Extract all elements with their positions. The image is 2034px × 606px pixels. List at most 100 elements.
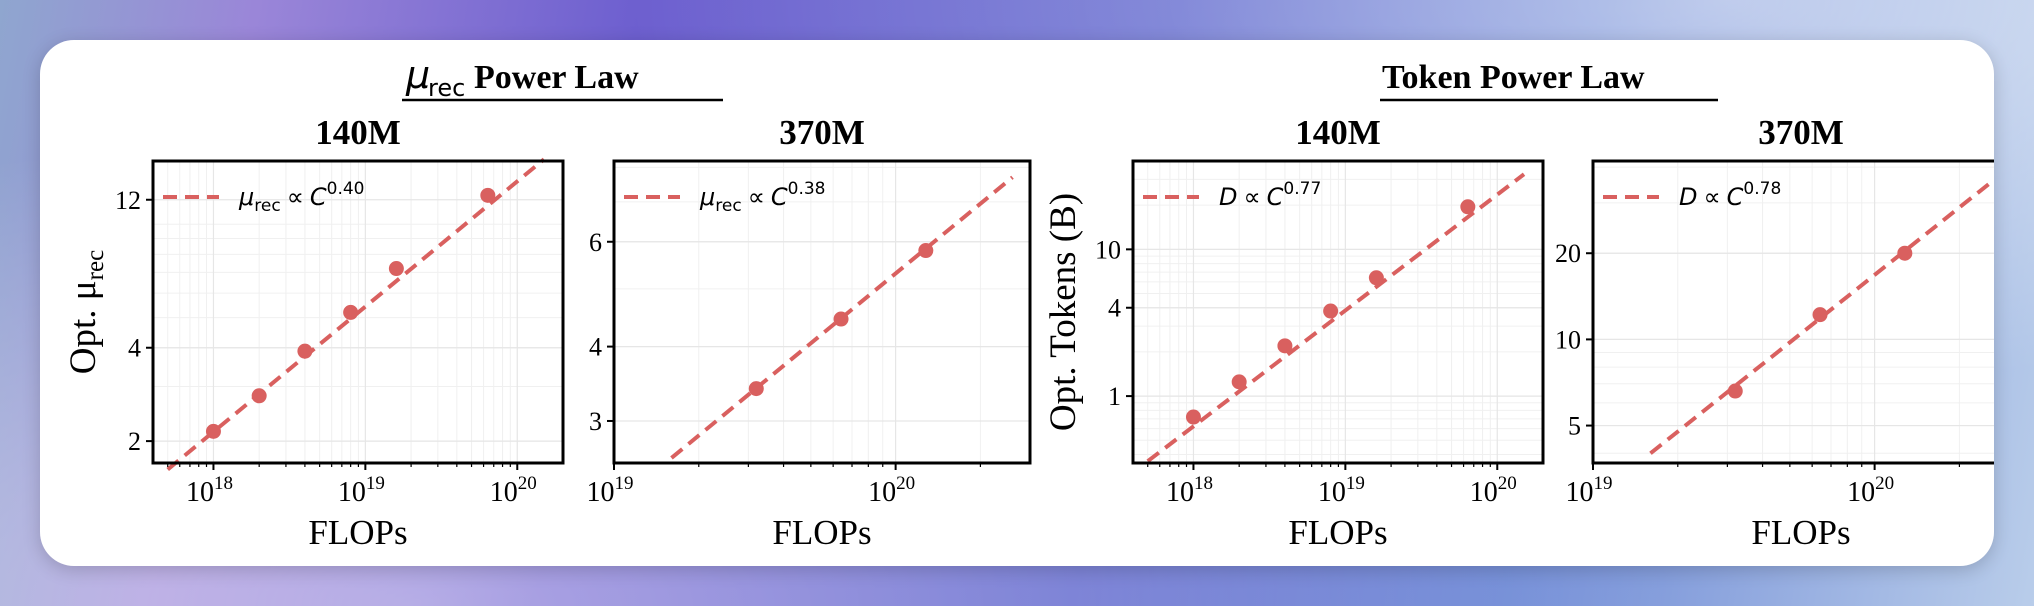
- x-tick-base: 10: [1470, 477, 1498, 508]
- data-point: [297, 343, 313, 359]
- data-point: [1185, 409, 1201, 425]
- x-tick-base: 10: [186, 477, 214, 508]
- fit-line: [1146, 172, 1526, 463]
- y-axis-label-text: Opt. Tokens (B): [1043, 193, 1084, 431]
- legend-label: D ∝ C0.77: [1219, 179, 1321, 211]
- x-tick-base: 10: [1847, 477, 1875, 508]
- legend-rel: ∝: [748, 183, 765, 211]
- legend-label: μrec ∝ C0.38: [699, 179, 825, 216]
- data-point: [1368, 270, 1384, 286]
- data-point: [1323, 303, 1339, 319]
- x-tick-label: 1018: [1166, 473, 1213, 508]
- legend-var: C: [310, 183, 327, 211]
- legend-lhs: D: [1679, 183, 1697, 211]
- legend-rel: ∝: [287, 183, 304, 211]
- legend-exp: 0.38: [788, 179, 826, 199]
- group-title-symbol: μ: [405, 53, 430, 97]
- y-axis-label-sub: rec: [82, 250, 109, 281]
- legend-rel: ∝: [1243, 183, 1260, 211]
- x-tick-base: 10: [490, 477, 518, 508]
- x-tick-base: 10: [1318, 477, 1346, 508]
- data-point: [251, 388, 267, 404]
- legend-exp: 0.78: [1743, 179, 1781, 199]
- data-point: [1460, 199, 1476, 215]
- data-point: [388, 261, 404, 277]
- legend-label: μrec ∝ C0.40: [238, 179, 364, 216]
- x-tick-label: 1019: [1566, 473, 1613, 508]
- data-point: [205, 423, 221, 439]
- panel-title: 140M: [1295, 113, 1381, 152]
- data-point: [1727, 383, 1743, 399]
- x-axis-label: FLOPs: [772, 513, 871, 552]
- legend-var: C: [1727, 183, 1744, 211]
- x-tick-label: 1020: [490, 473, 537, 508]
- y-tick-label: 10: [1555, 325, 1581, 354]
- legend: μrec ∝ C0.40: [163, 179, 364, 216]
- panel-title: 140M: [315, 113, 401, 152]
- data-point: [343, 304, 359, 320]
- legend: D ∝ C0.78: [1603, 179, 1781, 211]
- legend: D ∝ C0.77: [1143, 179, 1321, 211]
- x-tick-label: 1020: [868, 473, 915, 508]
- x-tick-base: 10: [868, 477, 896, 508]
- x-axis-label: FLOPs: [1288, 513, 1387, 552]
- legend-var: C: [1267, 183, 1284, 211]
- legend-exp: 0.40: [327, 179, 365, 199]
- group-title-token: Token Power Law: [1380, 59, 1718, 102]
- y-tick-label: 4: [1108, 294, 1121, 323]
- x-tick-base: 10: [587, 477, 615, 508]
- y-tick-label: 4: [589, 333, 602, 362]
- x-tick-exp: 20: [1875, 473, 1894, 494]
- data-point: [1812, 307, 1828, 323]
- x-tick-base: 10: [1166, 477, 1194, 508]
- x-tick-label: 1020: [1470, 473, 1517, 508]
- data-point: [1897, 245, 1913, 261]
- y-tick-label: 4: [128, 334, 141, 363]
- x-tick-exp: 19: [1346, 473, 1365, 494]
- legend: μrec ∝ C0.38: [624, 179, 825, 216]
- y-tick-label: 1: [1108, 382, 1121, 411]
- data-point: [1277, 338, 1293, 354]
- x-tick-exp: 19: [615, 473, 634, 494]
- x-tick-base: 10: [338, 477, 366, 508]
- x-tick-label: 1019: [1318, 473, 1365, 508]
- x-tick-exp: 18: [1194, 473, 1213, 494]
- x-tick-exp: 20: [1498, 473, 1517, 494]
- figure-svg: μ rec Power Law Token Power Law 1018 1019…: [63, 53, 1994, 552]
- legend-lhs: μ: [699, 183, 715, 211]
- data-point: [748, 381, 764, 397]
- legend-exp: 0.77: [1283, 179, 1321, 199]
- y-tick-label: 6: [589, 228, 602, 257]
- axis-frame: [1591, 159, 1994, 465]
- legend-lhs-sub: rec: [715, 196, 741, 216]
- legend-lhs: μ: [238, 183, 254, 211]
- group-title-text: Power Law: [474, 59, 639, 96]
- x-axis-label: FLOPs: [308, 513, 407, 552]
- data-point: [918, 243, 934, 259]
- y-tick-label: 5: [1568, 412, 1581, 441]
- group-title-text: Token Power Law: [1382, 59, 1645, 96]
- x-tick-exp: 18: [214, 473, 233, 494]
- legend-label: D ∝ C0.78: [1679, 179, 1781, 211]
- legend-rel: ∝: [1703, 183, 1720, 211]
- panel-title: 370M: [779, 113, 865, 152]
- data-point: [480, 187, 496, 203]
- x-tick-exp: 19: [366, 473, 385, 494]
- x-tick-exp: 20: [518, 473, 537, 494]
- y-tick-label: 12: [115, 186, 141, 215]
- y-tick-label: 10: [1095, 235, 1121, 264]
- x-tick-label: 1019: [587, 473, 634, 508]
- panel-title: 370M: [1758, 113, 1844, 152]
- y-tick-label: 2: [128, 427, 141, 456]
- x-tick-base: 10: [1566, 477, 1594, 508]
- legend-var: C: [771, 183, 788, 211]
- y-axis-label: Opt. μrec: [63, 250, 109, 374]
- axis-frame: [612, 159, 1032, 465]
- y-axis-label: Opt. Tokens (B): [1043, 193, 1084, 431]
- y-axis-label-text: Opt. μ: [63, 280, 104, 374]
- legend-lhs: D: [1219, 183, 1237, 211]
- x-tick-label: 1019: [338, 473, 385, 508]
